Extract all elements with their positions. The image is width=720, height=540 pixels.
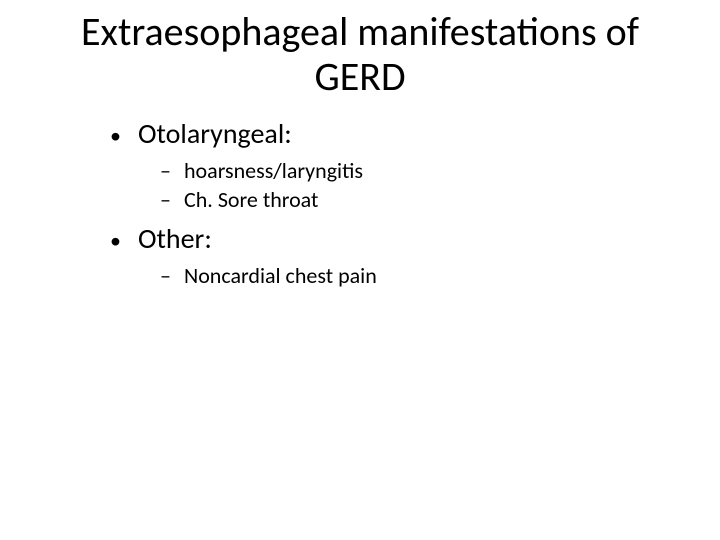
sub-bullet-label: Ch. Sore throat [184,186,318,213]
slide: Extraesophageal manifestations of GERD •… [0,0,720,540]
sub-bullet-label: hoarsness/laryngitis [184,157,363,184]
title-line-2: GERD [314,52,405,101]
bullet-dash-icon: – [160,186,184,213]
bullet-level2: – hoarsness/laryngitis [160,157,690,184]
sub-bullet-label: Noncardial chest pain [184,262,377,289]
bullet-level1: • Other: [110,221,690,256]
bullet-level1: • Otolaryngeal: [110,116,690,151]
title-line-1: Extraesophageal manifestations of [81,7,639,56]
sub-bullet-group: – Noncardial chest pain [110,262,690,289]
slide-title: Extraesophageal manifestations of GERD [30,10,690,100]
bullet-dash-icon: – [160,157,184,184]
bullet-dash-icon: – [160,262,184,289]
bullet-dot-icon: • [110,122,138,150]
bullet-dot-icon: • [110,227,138,255]
bullet-level2: – Noncardial chest pain [160,262,690,289]
slide-body: • Otolaryngeal: – hoarsness/laryngitis –… [30,116,690,289]
sub-bullet-group: – hoarsness/laryngitis – Ch. Sore throat [110,157,690,213]
bullet-label: Otolaryngeal: [138,116,292,151]
bullet-label: Other: [138,221,212,256]
bullet-level2: – Ch. Sore throat [160,186,690,213]
